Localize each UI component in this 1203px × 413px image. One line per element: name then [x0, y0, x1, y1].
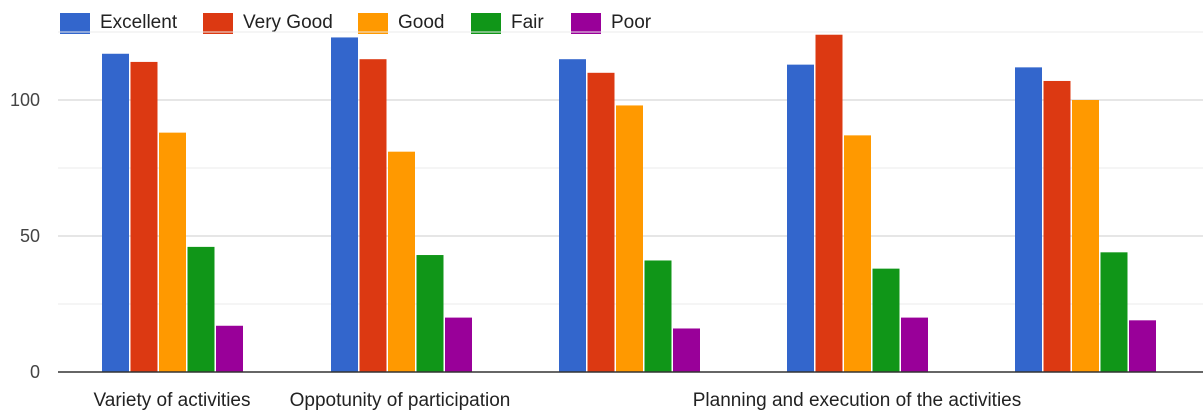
bar-very-good[interactable] [130, 61, 158, 373]
legend-label-excellent: Excellent [100, 12, 178, 33]
x-category-label: Planning and execution of the activities [693, 390, 1022, 411]
legend-swatch-good [358, 12, 388, 34]
legend-item-good[interactable]: Good [358, 10, 444, 36]
bar-very-good[interactable] [587, 72, 615, 373]
bar-poor[interactable] [1129, 320, 1156, 372]
bar-group [331, 37, 472, 372]
x-axis-categories: Variety of activities Oppotunity of parti… [94, 390, 1022, 411]
bar-poor[interactable] [445, 317, 472, 372]
bar-excellent[interactable] [787, 64, 814, 372]
bar-excellent[interactable] [331, 37, 358, 372]
bar-poor[interactable] [673, 328, 700, 372]
chart-legend: Excellent Very Good Good Fair Poor [0, 0, 1203, 46]
legend-label-poor: Poor [611, 12, 652, 33]
bars [102, 34, 1156, 373]
bar-group [559, 59, 700, 373]
bar-poor[interactable] [216, 325, 243, 372]
legend-swatch-poor [571, 12, 601, 34]
y-tick-label: 100 [10, 90, 40, 110]
legend-label-very-good: Very Good [243, 12, 333, 33]
bar-very-good[interactable] [1043, 80, 1071, 373]
bar-group [787, 34, 928, 372]
bar-excellent[interactable] [559, 59, 586, 372]
bar-excellent[interactable] [1015, 67, 1042, 373]
bar-fair[interactable] [872, 268, 900, 372]
y-axis-ticks: 0 50 100 [10, 90, 40, 382]
legend-label-fair: Fair [511, 12, 544, 33]
x-category-label: Variety of activities [94, 390, 251, 411]
bar-fair[interactable] [1100, 252, 1128, 372]
bar-excellent[interactable] [102, 53, 129, 372]
bar-very-good[interactable] [815, 34, 843, 372]
bar-group [102, 53, 243, 373]
bar-good[interactable] [159, 132, 186, 372]
bar-poor[interactable] [901, 317, 928, 372]
legend-item-excellent[interactable]: Excellent [60, 10, 177, 36]
legend-label-good: Good [398, 12, 445, 33]
legend-swatch-excellent [60, 12, 90, 34]
y-tick-label: 0 [30, 362, 40, 382]
bar-group [1015, 67, 1156, 373]
bar-fair[interactable] [644, 260, 672, 372]
bar-good[interactable] [616, 105, 643, 372]
bar-very-good[interactable] [359, 59, 387, 372]
y-tick-label: 50 [20, 226, 40, 246]
bar-good[interactable] [844, 135, 871, 372]
bar-good[interactable] [388, 151, 415, 372]
legend-swatch-very-good [203, 12, 233, 34]
x-category-label: Oppotunity of participation [290, 390, 511, 411]
legend-item-very-good[interactable]: Very Good [203, 10, 333, 36]
legend-item-fair[interactable]: Fair [471, 10, 544, 36]
legend-swatch-fair [471, 12, 501, 34]
legend-item-poor[interactable]: Poor [571, 10, 651, 36]
bar-fair[interactable] [416, 255, 444, 372]
bar-good[interactable] [1072, 100, 1099, 372]
bar-fair[interactable] [187, 246, 215, 372]
